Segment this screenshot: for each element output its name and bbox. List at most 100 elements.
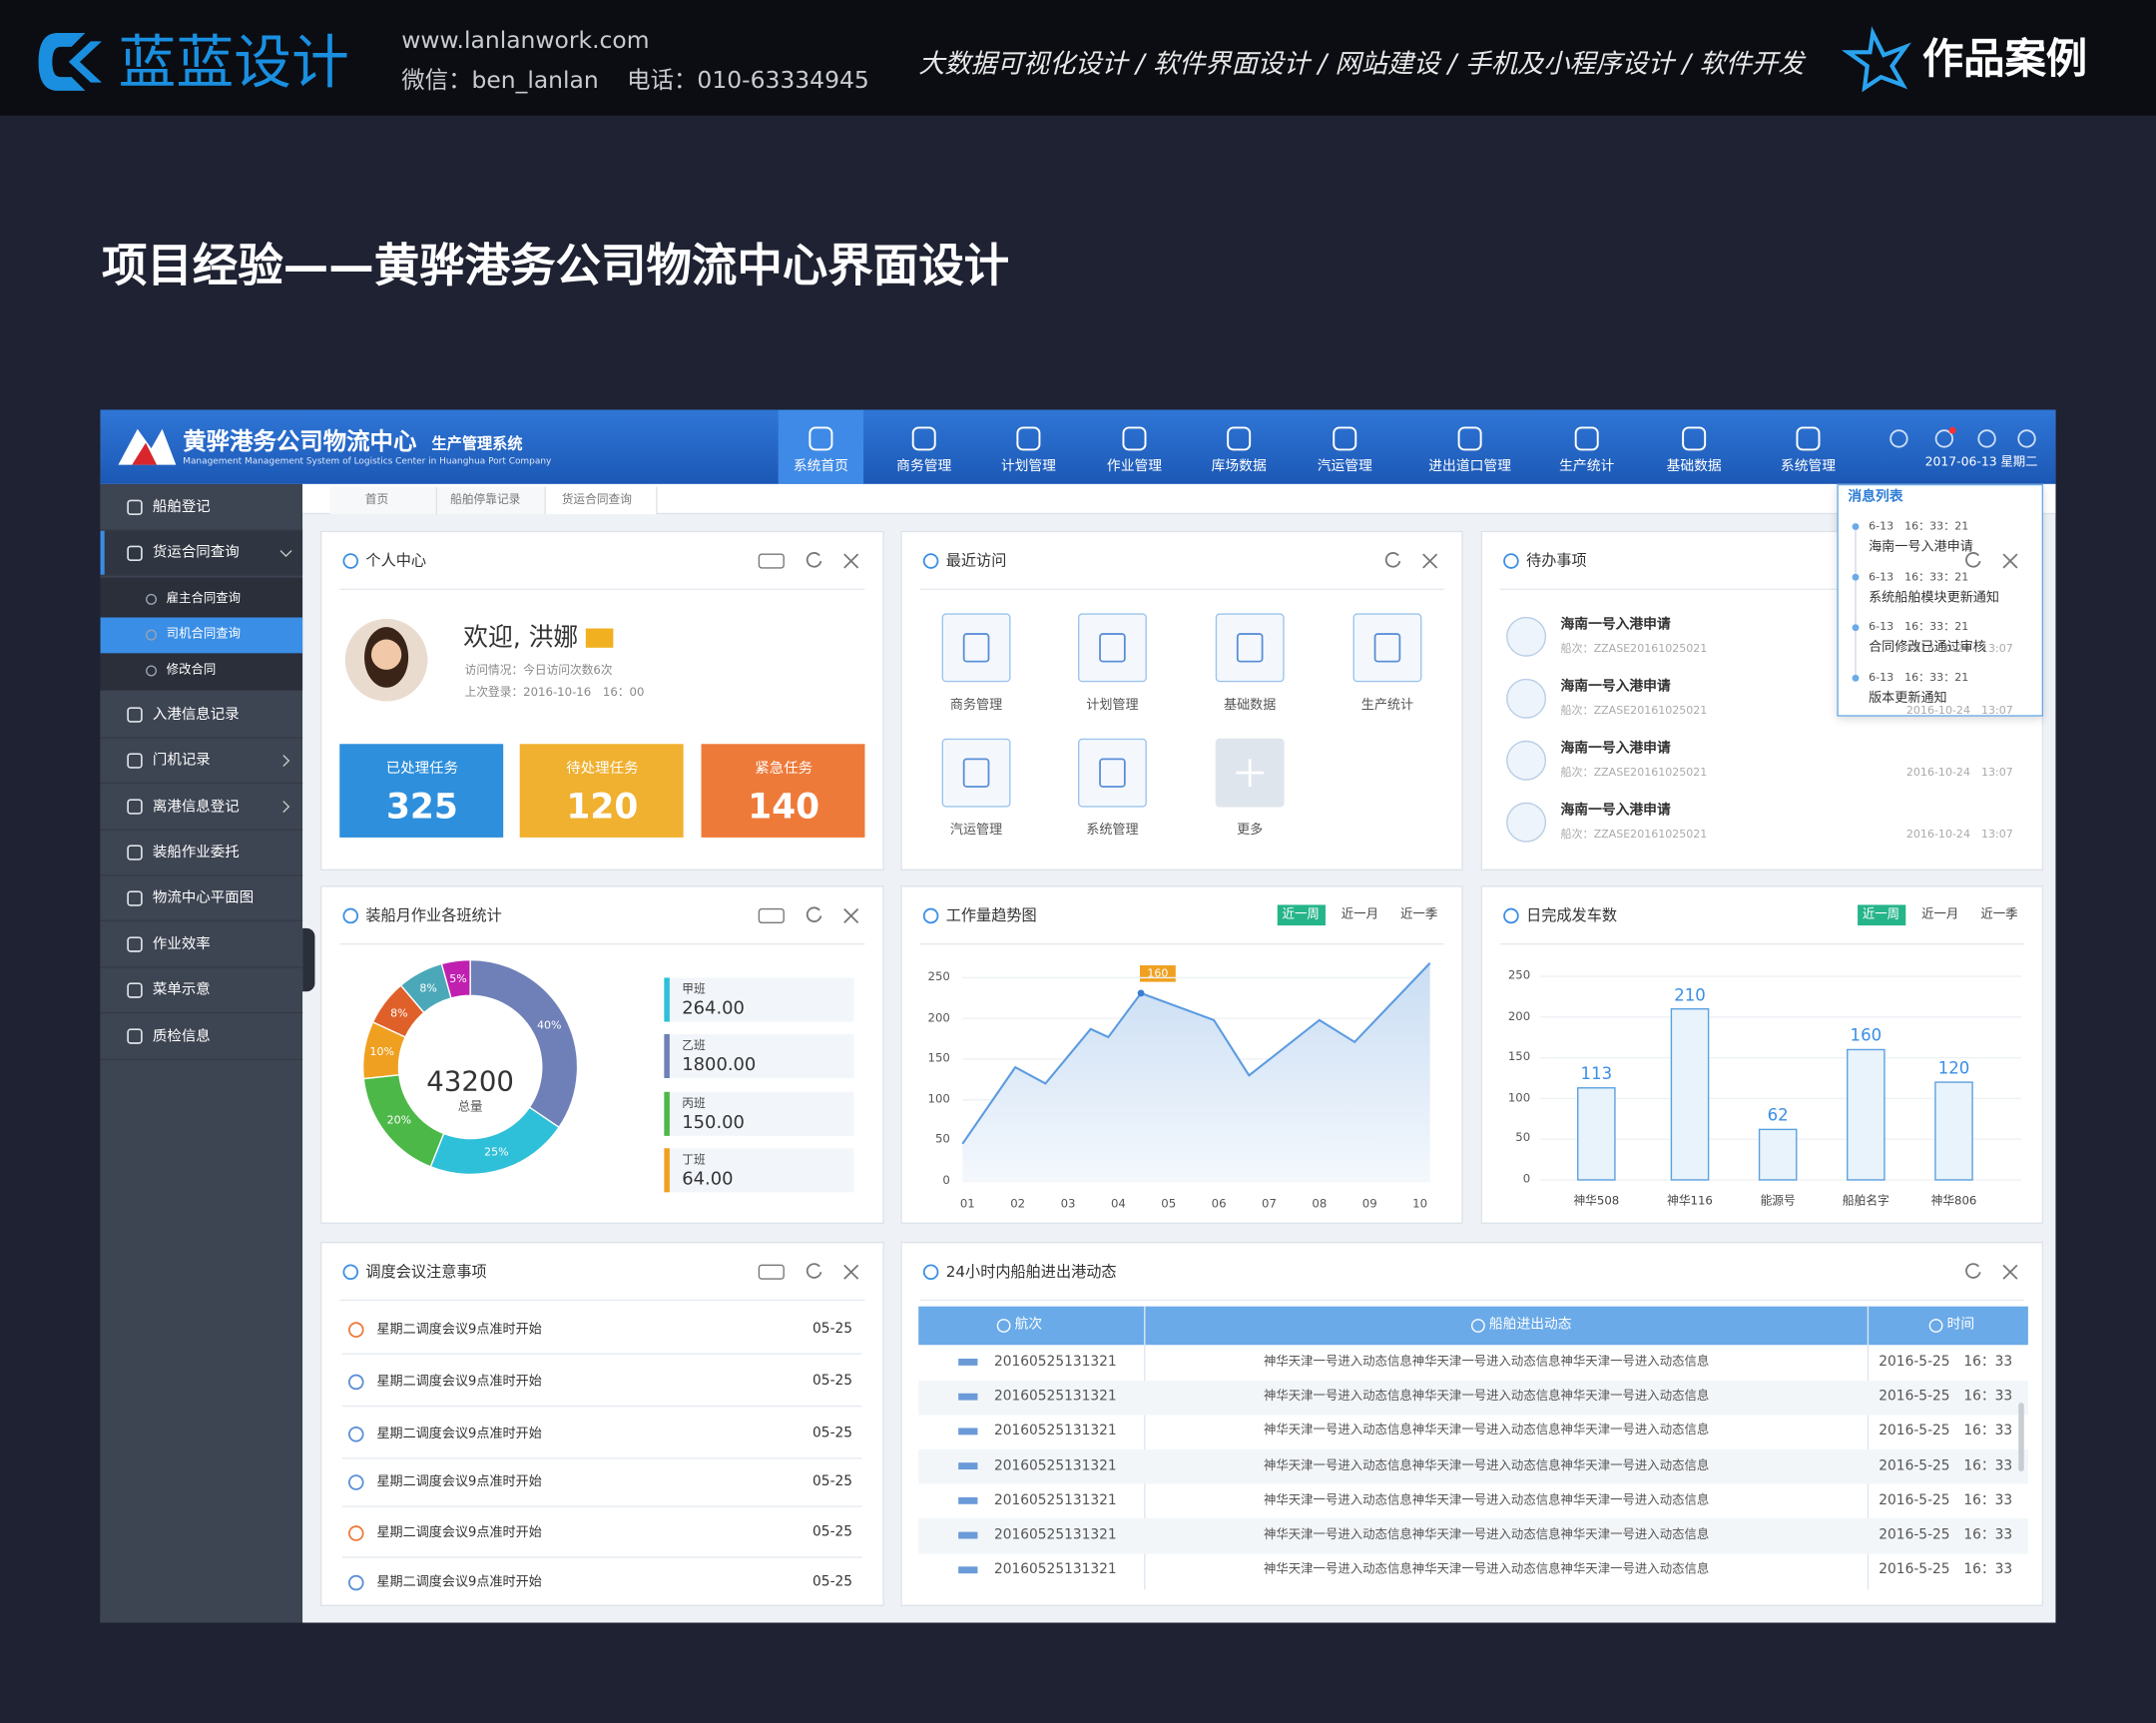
sidebar-item[interactable]: 质检信息 <box>152 1027 211 1044</box>
sidebar-item[interactable]: 船舶登记 <box>152 498 211 516</box>
slice-label: 8% <box>419 981 437 994</box>
shortcut-tile[interactable] <box>1077 738 1147 808</box>
nav-item[interactable]: 生产统计 <box>1559 459 1615 475</box>
x-tick-label: 05 <box>1161 1197 1177 1212</box>
date: 2017-06-13 <box>1924 455 1997 470</box>
period-tab[interactable]: 近一月 <box>1341 908 1379 922</box>
nav-item[interactable]: 基础数据 <box>1666 459 1722 475</box>
sidebar-item[interactable]: 门机记录 <box>152 752 211 769</box>
tab-label[interactable]: 货运合同查询 <box>561 493 632 508</box>
period-tab-active[interactable] <box>1858 904 1906 926</box>
nav-item[interactable]: 商务管理 <box>896 459 952 475</box>
nav-active-bg <box>778 409 864 484</box>
ship-icon <box>958 1462 978 1470</box>
legend-item <box>664 1148 854 1193</box>
nav-icon <box>1574 426 1599 451</box>
sidebar-item[interactable]: 入港信息记录 <box>152 706 240 723</box>
ship-icon <box>958 1428 978 1436</box>
meeting-text: 星期二调度会议9点准时开始 <box>376 1525 542 1541</box>
shortcut-label[interactable]: 更多 <box>1237 823 1264 839</box>
bar-value: 113 <box>1580 1064 1613 1084</box>
panel-divider <box>339 1299 865 1302</box>
sidebar-item[interactable]: 物流中心平面图 <box>152 889 255 906</box>
stat-card <box>701 744 865 838</box>
website: www.lanlanwork.com <box>401 27 650 55</box>
bar <box>1847 1048 1886 1181</box>
sidebar-icon <box>127 545 143 562</box>
tab-label[interactable]: 船舶停靠记录 <box>450 493 521 508</box>
nav-item[interactable]: 进出道口管理 <box>1428 459 1511 475</box>
x-tick-label: 船舶名字 <box>1842 1194 1889 1209</box>
period-tab[interactable]: 近一月 <box>1921 908 1959 922</box>
todo-date: 2016-10-24 13:07 <box>1905 704 2013 717</box>
nav-item[interactable]: 系统首页 <box>793 459 848 475</box>
period-tab[interactable]: 近一周 <box>1282 908 1320 922</box>
nav-item[interactable]: 系统管理 <box>1780 459 1837 475</box>
nav-item[interactable]: 作业管理 <box>1106 459 1163 475</box>
sidebar-item[interactable]: 货运合同查询 <box>152 544 240 562</box>
submenu-item[interactable]: 修改合同 <box>166 663 217 678</box>
nav-item[interactable]: 库场数据 <box>1211 459 1267 475</box>
submenu-item[interactable]: 司机合同查询 <box>166 627 242 642</box>
sidebar-item[interactable]: 菜单示意 <box>152 981 211 998</box>
sidebar-icon <box>127 799 143 815</box>
tab[interactable] <box>329 486 438 515</box>
x-tick-label: 能源号 <box>1760 1194 1796 1209</box>
tab[interactable] <box>545 486 658 515</box>
panel-divider <box>1499 588 2024 590</box>
tab[interactable] <box>437 486 546 515</box>
row-divider <box>342 1353 862 1355</box>
shortcut-label[interactable]: 生产统计 <box>1360 697 1414 713</box>
cell: 20160525131321 <box>993 1354 1117 1371</box>
header-icon <box>1977 429 1996 448</box>
shortcut-label[interactable]: 计划管理 <box>1086 697 1139 713</box>
shortcut-tile[interactable] <box>941 738 1011 808</box>
shortcut-label[interactable]: 基础数据 <box>1224 697 1277 713</box>
page-title: 项目经验——黄骅港务公司物流中心界面设计 <box>101 238 1010 292</box>
slice-label: 8% <box>390 1006 408 1019</box>
shortcut-tile[interactable] <box>1077 613 1147 683</box>
y-tick-label: 200 <box>1507 1009 1531 1024</box>
cell: 2016-5-25 16：33 <box>1879 1492 2013 1508</box>
period-tab[interactable]: 近一季 <box>1980 908 2018 922</box>
panel-title: 装船月作业各班统计 <box>365 906 502 925</box>
sidebar-divider <box>100 1012 303 1014</box>
period-tab-active[interactable] <box>1277 904 1326 926</box>
x-tick-label: 02 <box>1010 1197 1026 1212</box>
submenu-item[interactable]: 雇主合同查询 <box>166 591 242 606</box>
shortcut-tile[interactable] <box>1352 613 1422 683</box>
sidebar-item[interactable]: 装船作业委托 <box>152 844 240 861</box>
cell: 2016-5-25 16：33 <box>1879 1562 2013 1578</box>
period-tab[interactable]: 近一季 <box>1400 908 1438 922</box>
shortcut-label[interactable]: 汽运管理 <box>949 823 1003 839</box>
nav-item[interactable]: 计划管理 <box>1000 459 1056 475</box>
todo-sub: 船次：ZZASE20161025021 <box>1560 704 1708 717</box>
refresh-button <box>806 1263 822 1279</box>
shortcut-label[interactable]: 系统管理 <box>1086 823 1139 839</box>
nav-icon <box>911 426 936 451</box>
stat-card <box>339 744 504 838</box>
panel-divider <box>919 942 1444 945</box>
shortcut-label[interactable]: 商务管理 <box>949 697 1003 713</box>
period-tab[interactable]: 近一周 <box>1862 908 1900 922</box>
shortcut-icon <box>962 633 990 663</box>
sidebar-toggle[interactable] <box>302 927 315 992</box>
shortcut-tile[interactable] <box>941 613 1011 683</box>
shortcut-tile[interactable] <box>1215 613 1285 683</box>
tab-label[interactable]: 首页 <box>364 493 389 508</box>
shortcut-icon <box>1099 758 1126 788</box>
nav-item[interactable]: 汽运管理 <box>1317 459 1372 475</box>
header-icon <box>2017 429 2036 448</box>
more-button <box>758 1264 785 1280</box>
refresh-button <box>806 906 822 922</box>
wechat: 微信：ben_lanlan <box>401 67 599 95</box>
message-popup <box>1837 483 2044 717</box>
legend-value: 64.00 <box>682 1169 734 1190</box>
row-divider <box>342 1405 862 1408</box>
submenu-icon <box>146 593 158 605</box>
cell: 2016-5-25 16：33 <box>1879 1458 2013 1474</box>
sidebar-item[interactable]: 作业效率 <box>152 935 211 952</box>
sidebar-item[interactable]: 离港信息登记 <box>152 798 240 815</box>
ship-icon <box>958 1393 978 1401</box>
